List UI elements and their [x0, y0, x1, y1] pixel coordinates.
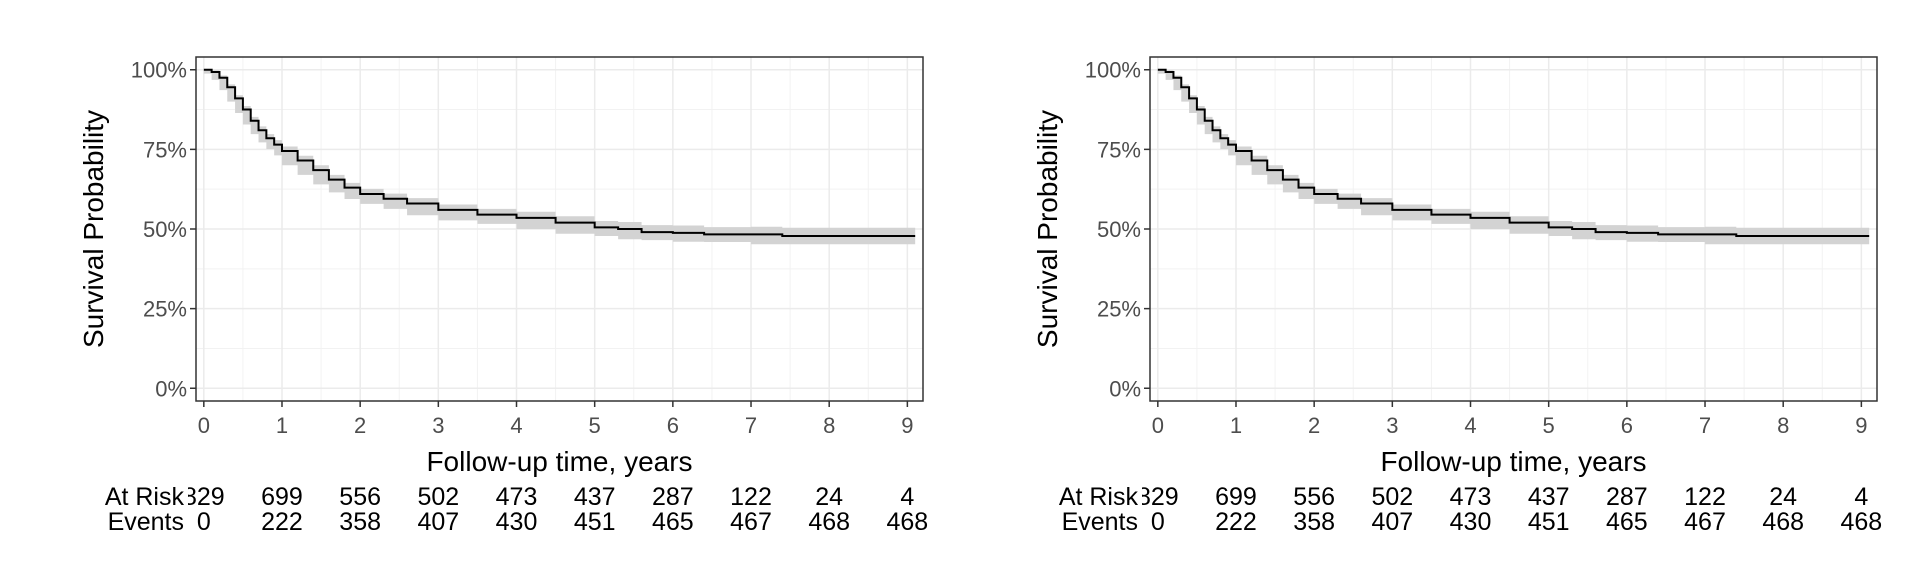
risk-cell: 473 [496, 483, 538, 511]
x-tick-label: 5 [1543, 413, 1555, 438]
risk-row-label: At Risk [1059, 483, 1139, 511]
x-tick-label: 2 [354, 413, 366, 438]
risk-cell: 24 [815, 483, 843, 511]
risk-cell: 430 [496, 508, 538, 536]
survival-curve [203, 68, 916, 238]
risk-cell: 468 [1841, 508, 1883, 536]
x-tick-label: 1 [1230, 413, 1242, 438]
y-tick-label: 75% [143, 137, 187, 162]
x-axis-title: Follow-up time, years [426, 446, 692, 477]
y-tick-label: 75% [1097, 137, 1141, 162]
risk-cell: 451 [1528, 508, 1570, 536]
x-tick-label: 6 [667, 413, 679, 438]
risk-cell: 437 [574, 483, 616, 511]
x-axis-title: Follow-up time, years [1380, 446, 1646, 477]
risk-cell: 222 [1215, 508, 1257, 536]
confidence-band [1157, 69, 1870, 245]
x-tick-label: 6 [1621, 413, 1633, 438]
risk-row-values: 829 699 556 502 473 437 287 122 24 4 [183, 483, 914, 511]
risk-cell: 451 [574, 508, 616, 536]
x-tick-label: 4 [1464, 413, 1476, 438]
risk-row-label: At Risk [105, 483, 185, 511]
risk-row-values: 0 222 358 407 430 451 465 467 468 468 [1151, 508, 1882, 536]
risk-cell: 287 [652, 483, 694, 511]
risk-cell: 699 [261, 483, 303, 511]
risk-cell: 502 [1371, 483, 1413, 511]
risk-row-values: 0 222 358 407 430 451 465 467 468 468 [197, 508, 928, 536]
risk-cell: 24 [1769, 483, 1797, 511]
risk-cell: 122 [730, 483, 772, 511]
survival-curve [1157, 68, 1870, 238]
confidence-band [203, 69, 916, 245]
risk-cell: 467 [730, 508, 772, 536]
risk-cell: 465 [1606, 508, 1648, 536]
risk-cell: 502 [417, 483, 459, 511]
risk-cell: 222 [261, 508, 303, 536]
y-tick-label: 50% [1097, 217, 1141, 242]
y-tick-label: 100% [1085, 58, 1141, 83]
x-tick-label: 0 [198, 413, 210, 438]
x-tick-label: 8 [1777, 413, 1789, 438]
risk-cell: 358 [339, 508, 381, 536]
risk-cell: 556 [1293, 483, 1335, 511]
x-tick-label: 1 [276, 413, 288, 438]
risk-cell: 4 [900, 483, 914, 511]
risk-cell: 468 [1762, 508, 1804, 536]
x-tick-label: 7 [745, 413, 757, 438]
x-tick-label: 2 [1308, 413, 1320, 438]
risk-cell: 468 [808, 508, 850, 536]
risk-cell: 467 [1684, 508, 1726, 536]
x-tick-label: 3 [432, 413, 444, 438]
risk-cell: 0 [197, 508, 211, 536]
x-tick-label: 0 [1152, 413, 1164, 438]
risk-cell: 4 [1854, 483, 1868, 511]
y-tick-label: 25% [1097, 297, 1141, 322]
x-tick-label: 9 [1855, 413, 1867, 438]
y-axis-title: Survival Probability [78, 110, 109, 348]
risk-cell: 358 [1293, 508, 1335, 536]
risk-row-label: Events [108, 508, 184, 536]
y-tick-label: 25% [143, 297, 187, 322]
x-tick-label: 9 [901, 413, 913, 438]
risk-cell: 0 [1151, 508, 1165, 536]
x-tick-label: 5 [589, 413, 601, 438]
risk-row-values: 829 699 556 502 473 437 287 122 24 4 [1137, 483, 1868, 511]
y-tick-label: 50% [143, 217, 187, 242]
risk-cell: 122 [1684, 483, 1726, 511]
x-tick-label: 4 [510, 413, 522, 438]
x-tick-label: 7 [1699, 413, 1711, 438]
risk-cell: 465 [652, 508, 694, 536]
risk-cell: 407 [417, 508, 459, 536]
y-axis-title: Survival Probability [1032, 110, 1063, 348]
risk-cell: 430 [1450, 508, 1492, 536]
risk-cell: 556 [339, 483, 381, 511]
y-tick-label: 0% [1109, 376, 1141, 401]
y-tick-label: 0% [155, 376, 187, 401]
y-tick-label: 100% [131, 58, 187, 83]
survival-plot-2: 0% 25% 50% 75% 100% 0 1 2 3 4 5 6 7 8 9 Follow-up time,… [1032, 56, 1882, 536]
risk-cell: 699 [1215, 483, 1257, 511]
survival-plot-1: 0% 25% 50% 75% 100% 0 1 2 3 4 5 6 7 8 9 Follow-up time,… [78, 56, 928, 536]
risk-cell: 437 [1528, 483, 1570, 511]
risk-cell: 473 [1450, 483, 1492, 511]
risk-cell: 468 [887, 508, 929, 536]
risk-row-label: Events [1062, 508, 1138, 536]
risk-cell: 829 [183, 483, 225, 511]
risk-cell: 829 [1137, 483, 1179, 511]
x-tick-label: 8 [823, 413, 835, 438]
risk-cell: 287 [1606, 483, 1648, 511]
x-tick-label: 3 [1386, 413, 1398, 438]
risk-cell: 407 [1371, 508, 1413, 536]
